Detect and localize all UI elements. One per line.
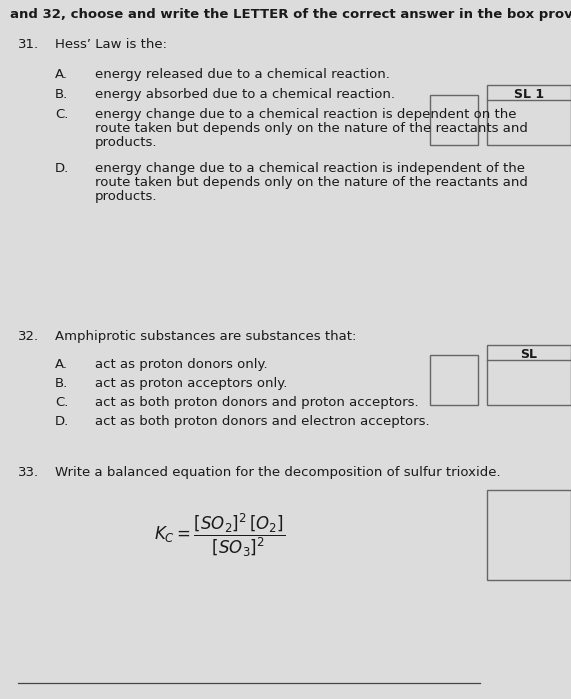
Text: act as proton donors only.: act as proton donors only. <box>95 358 268 371</box>
Bar <box>487 85 571 145</box>
Text: 31.: 31. <box>18 38 39 51</box>
Text: route taken but depends only on the nature of the reactants and: route taken but depends only on the natu… <box>95 176 528 189</box>
Bar <box>487 345 571 405</box>
Text: C.: C. <box>55 396 69 409</box>
Text: act as both proton donors and electron acceptors.: act as both proton donors and electron a… <box>95 415 429 428</box>
Text: 33.: 33. <box>18 466 39 479</box>
Text: products.: products. <box>95 136 158 149</box>
Text: products.: products. <box>95 190 158 203</box>
Text: 32.: 32. <box>18 330 39 343</box>
Text: energy change due to a chemical reaction is independent of the: energy change due to a chemical reaction… <box>95 162 525 175</box>
Text: and 32, choose and write the LETTER of the correct answer in the box provided.: and 32, choose and write the LETTER of t… <box>10 8 571 21</box>
Text: A.: A. <box>55 358 68 371</box>
Text: Amphiprotic substances are substances that:: Amphiprotic substances are substances th… <box>55 330 356 343</box>
Text: energy released due to a chemical reaction.: energy released due to a chemical reacti… <box>95 68 390 81</box>
Text: B.: B. <box>55 88 69 101</box>
Text: route taken but depends only on the nature of the reactants and: route taken but depends only on the natu… <box>95 122 528 135</box>
Text: energy absorbed due to a chemical reaction.: energy absorbed due to a chemical reacti… <box>95 88 395 101</box>
Text: energy change due to a chemical reaction is dependent on the: energy change due to a chemical reaction… <box>95 108 517 121</box>
Text: C.: C. <box>55 108 69 121</box>
Text: act as proton acceptors only.: act as proton acceptors only. <box>95 377 287 390</box>
Text: SL: SL <box>521 348 537 361</box>
Bar <box>487 490 571 580</box>
Text: Hess’ Law is the:: Hess’ Law is the: <box>55 38 167 51</box>
Bar <box>430 95 478 145</box>
Text: $K_C = \dfrac{[SO_2]^2\,[O_2]}{[SO_3]^2}$: $K_C = \dfrac{[SO_2]^2\,[O_2]}{[SO_3]^2}… <box>154 511 286 559</box>
Bar <box>430 355 478 405</box>
Text: D.: D. <box>55 415 69 428</box>
Text: SL 1: SL 1 <box>514 88 544 101</box>
Text: Write a balanced equation for the decomposition of sulfur trioxide.: Write a balanced equation for the decomp… <box>55 466 501 479</box>
Text: B.: B. <box>55 377 69 390</box>
Text: D.: D. <box>55 162 69 175</box>
Text: act as both proton donors and proton acceptors.: act as both proton donors and proton acc… <box>95 396 419 409</box>
Text: A.: A. <box>55 68 68 81</box>
